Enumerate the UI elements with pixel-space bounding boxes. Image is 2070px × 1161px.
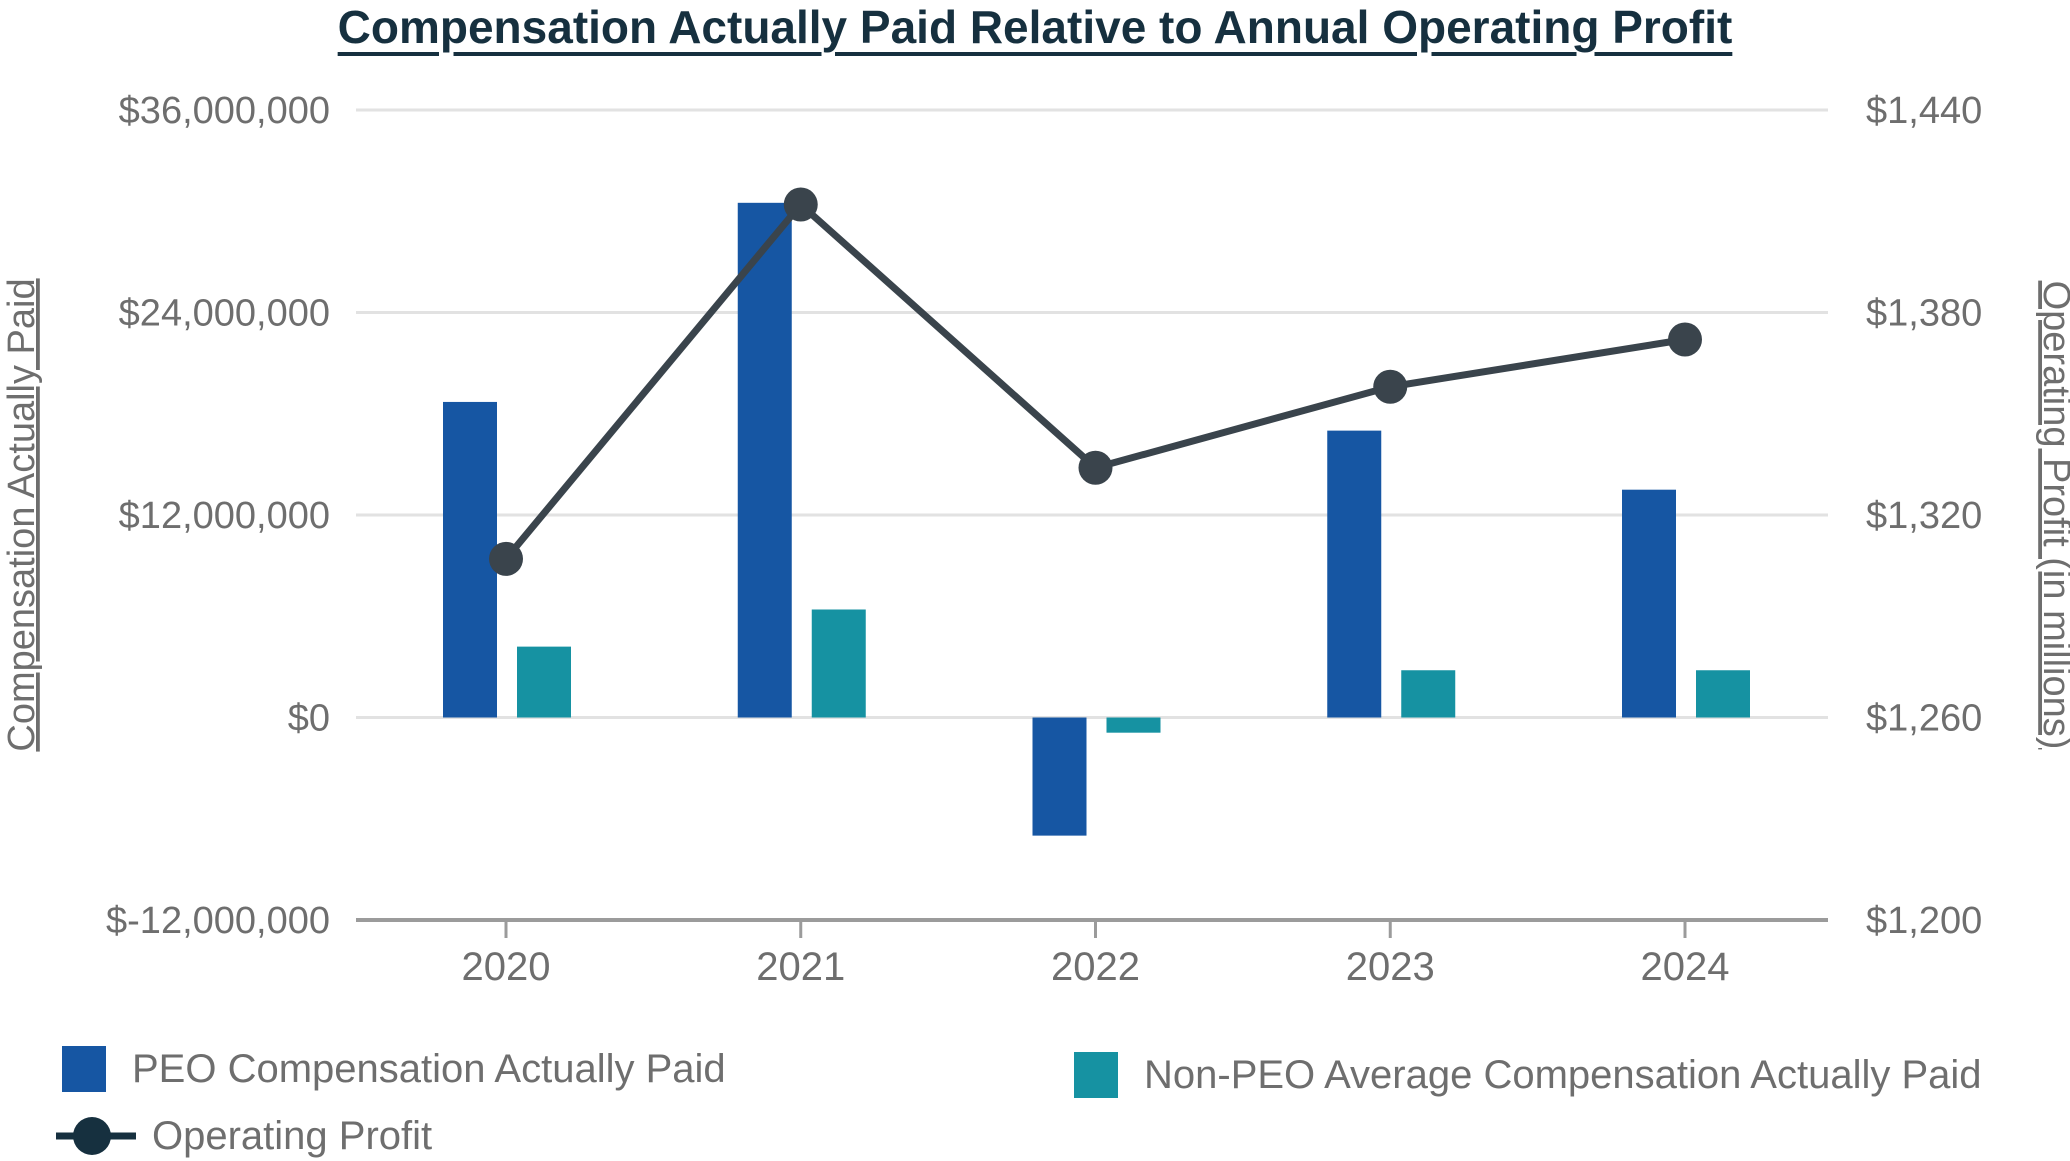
bar-peo-2022	[1032, 717, 1087, 836]
operating-profit-point-2024	[1668, 322, 1702, 357]
bar-non-peo-2022	[1106, 717, 1161, 733]
bar-peo-2024	[1622, 489, 1676, 718]
left-axis-title: Compensation Actually Paid	[1, 278, 43, 751]
operating-profit-point-2022	[1078, 450, 1113, 485]
bar-non-peo-2023	[1401, 670, 1456, 718]
combo-chart: $36,000,000 $24,000,000 $12,000,000 $0 $-12,…	[1, 90, 2070, 989]
right-axis-tick-label: $1,320	[1866, 495, 1982, 537]
bar-peo-2021	[737, 202, 792, 718]
right-axis-tick-label: $1,200	[1866, 900, 1982, 942]
operating-profit-marker-icon	[56, 1117, 136, 1155]
right-axis-tick-label: $1,260	[1866, 698, 1982, 740]
operating-profit-line	[503, 199, 1686, 562]
legend-item-non-peo: Non-PEO Average Compensation Actually Pa…	[1074, 1052, 1982, 1098]
x-axis-year-label: 2023	[1346, 945, 1435, 989]
bar-non-peo-2020	[517, 646, 571, 718]
left-axis-tick-label: $0	[288, 698, 330, 740]
chart-title: Compensation Actually Paid Relative to A…	[337, 1, 1733, 53]
x-axis-year-label: 2024	[1641, 945, 1730, 989]
x-axis-year-label: 2020	[462, 945, 551, 989]
right-axis-title: Operating Profit (in millions)	[2035, 281, 2070, 750]
legend-item-operating-profit: Operating Profit	[54, 1112, 432, 1160]
non-peo-swatch-icon	[1074, 1052, 1118, 1098]
peo-swatch-icon	[62, 1046, 106, 1092]
bar-non-peo-2021	[811, 609, 866, 718]
bar-non-peo-2024	[1696, 670, 1750, 718]
bar-peo-2020	[443, 401, 497, 718]
left-axis-tick-label: $36,000,000	[119, 90, 330, 132]
x-axis-year-label: 2021	[756, 945, 845, 989]
left-axis-tick-label: $12,000,000	[119, 495, 330, 537]
left-axis-tick-label: $24,000,000	[119, 293, 330, 335]
left-axis-tick-label: $-12,000,000	[106, 900, 330, 942]
legend-label-non-peo: Non-PEO Average Compensation Actually Pa…	[1144, 1052, 1982, 1097]
right-axis-tick-label: $1,440	[1866, 90, 1982, 132]
legend-label-operating-profit: Operating Profit	[152, 1113, 433, 1158]
x-axis-year-label: 2022	[1051, 945, 1140, 989]
bar-peo-2023	[1327, 430, 1382, 718]
operating-profit-point-2021	[783, 187, 818, 222]
legend-label-peo: PEO Compensation Actually Paid	[132, 1046, 726, 1091]
right-axis-tick-label: $1,380	[1866, 293, 1982, 335]
legend-item-peo: PEO Compensation Actually Paid	[62, 1046, 726, 1092]
operating-profit-point-2020	[489, 541, 523, 576]
operating-profit-point-2023	[1373, 369, 1408, 404]
